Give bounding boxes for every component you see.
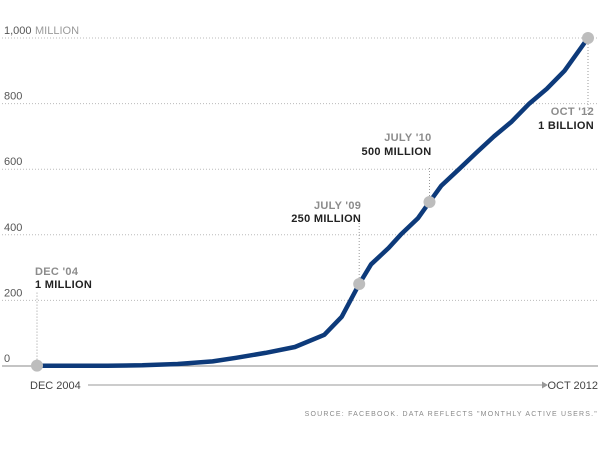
source-note: SOURCE: FACEBOOK. DATA REFLECTS "MONTHLY… [305, 411, 598, 418]
annotation-value-0: 1 MILLION [35, 279, 92, 291]
annotation-leaders [36, 38, 589, 366]
annotation-value-1: 250 MILLION [291, 213, 361, 225]
y-axis-ticks: 0 200 400 600 800 1,000 [4, 25, 32, 365]
y-tick-label-800: 800 [4, 91, 22, 103]
annotation-marker-2 [423, 196, 436, 208]
annotation-marker-0 [31, 359, 43, 372]
annotation-date-0: DEC '04 [35, 266, 79, 278]
x-axis-start-label: DEC 2004 [30, 380, 81, 392]
annotation-markers [31, 32, 594, 372]
y-tick-label-400: 400 [4, 222, 22, 234]
grid-lines [2, 37, 598, 367]
series-line-monthly-active-users [34, 35, 591, 368]
y-tick-label-200: 200 [4, 287, 22, 299]
y-tick-label-0: 0 [4, 353, 10, 365]
annotation-value-2: 500 MILLION [362, 146, 432, 158]
x-axis-arrow-head [542, 381, 548, 389]
y-tick-label-1000: 1,000 [4, 25, 32, 37]
y-tick-label-600: 600 [4, 156, 22, 168]
annotation-date-2: JULY '10 [384, 132, 431, 144]
annotation-date-3: OCT '12 [551, 106, 594, 118]
annotation-value-3: 1 BILLION [538, 120, 594, 132]
annotation-date-1: JULY '09 [314, 200, 361, 212]
annotation-marker-3 [582, 32, 594, 44]
y-axis-unit-label: MILLION [35, 25, 79, 37]
x-axis: DEC 2004 OCT 2012 [30, 380, 598, 392]
annotation-marker-1 [353, 278, 366, 290]
x-axis-end-label: OCT 2012 [547, 380, 598, 392]
